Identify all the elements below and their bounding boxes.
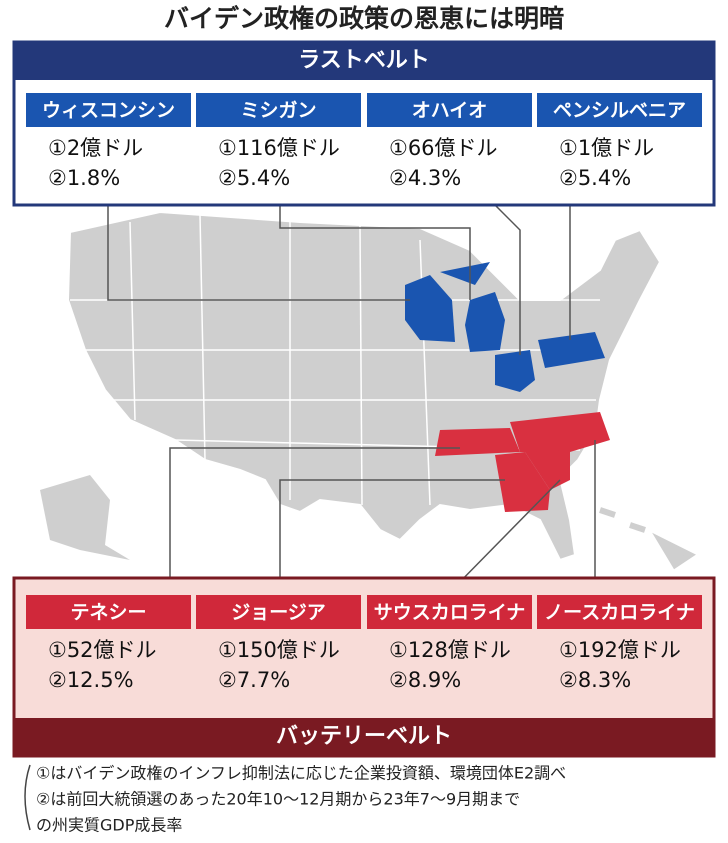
michigan	[440, 262, 505, 352]
growth: ②12.5%	[48, 668, 134, 692]
state-header	[196, 93, 361, 127]
state-name: テネシー	[70, 602, 146, 624]
growth: ②1.8%	[48, 166, 120, 190]
growth: ②5.4%	[218, 166, 290, 190]
north-carolina	[510, 412, 610, 452]
note: の州実質GDP成長率	[36, 816, 182, 835]
state-header	[537, 595, 702, 629]
investment: ①66億ドル	[389, 136, 498, 160]
state-header	[26, 93, 191, 127]
battery-belt-label: バッテリーベルト	[276, 724, 452, 749]
rust-belt-cards: ウィスコンシン ①2億ドル ②1.8% ミシガン ①116億ドル ②5.4% オハイオ ①66…	[26, 93, 702, 193]
note: ②は前回大統領選のあった20年10～12月期から23年7～9月期まで	[36, 790, 520, 809]
investment: ①2億ドル	[48, 136, 143, 160]
note: ①はバイデン政権のインフレ抑制法に応じた企業投資額、環境団体E2調べ	[36, 764, 566, 783]
state-name: ペンシルベニア	[553, 100, 686, 122]
note-bracket	[24, 764, 31, 831]
investment: ①150億ドル	[218, 638, 340, 662]
title: バイデン政権の政策の恩恵には明暗	[164, 4, 564, 33]
state-header	[367, 595, 532, 629]
investment: ①116億ドル	[218, 136, 340, 160]
growth: ②8.3%	[559, 668, 631, 692]
state-header	[367, 93, 532, 127]
state-name: ミシガン	[240, 100, 316, 122]
tennessee	[435, 428, 520, 456]
investment: ①128億ドル	[389, 638, 511, 662]
hawaii	[599, 507, 696, 570]
state-name: ジョージア	[231, 602, 326, 624]
investment: ①192億ドル	[559, 638, 681, 662]
state-header	[26, 595, 191, 629]
state-name: サウスカロライナ	[374, 602, 526, 624]
growth: ②4.3%	[389, 166, 461, 190]
investment: ①1億ドル	[559, 136, 654, 160]
battery-belt-cards: テネシー ①52億ドル ②12.5% ジョージア ①150億ドル ②7.7% サウスカロライ…	[26, 595, 702, 695]
battery-belt-footer	[14, 718, 714, 756]
ohio	[495, 350, 535, 392]
rust-belt-header	[14, 42, 714, 80]
growth: ②7.7%	[218, 668, 290, 692]
growth: ②8.9%	[389, 668, 461, 692]
state-name: ノースカロライナ	[544, 602, 695, 624]
rust-belt-label: ラストベルト	[298, 48, 430, 73]
state-name: オハイオ	[412, 100, 488, 122]
state-name: ウィスコンシン	[42, 100, 175, 122]
south-carolina	[525, 450, 570, 490]
growth: ②5.4%	[559, 166, 631, 190]
alaska	[40, 475, 130, 560]
georgia	[495, 452, 550, 512]
investment: ①52億ドル	[48, 638, 157, 662]
state-header	[537, 93, 702, 127]
pennsylvania	[538, 332, 605, 368]
state-header	[196, 595, 361, 629]
us-map	[40, 204, 696, 593]
wisconsin	[405, 275, 455, 342]
connectors	[107, 204, 596, 593]
